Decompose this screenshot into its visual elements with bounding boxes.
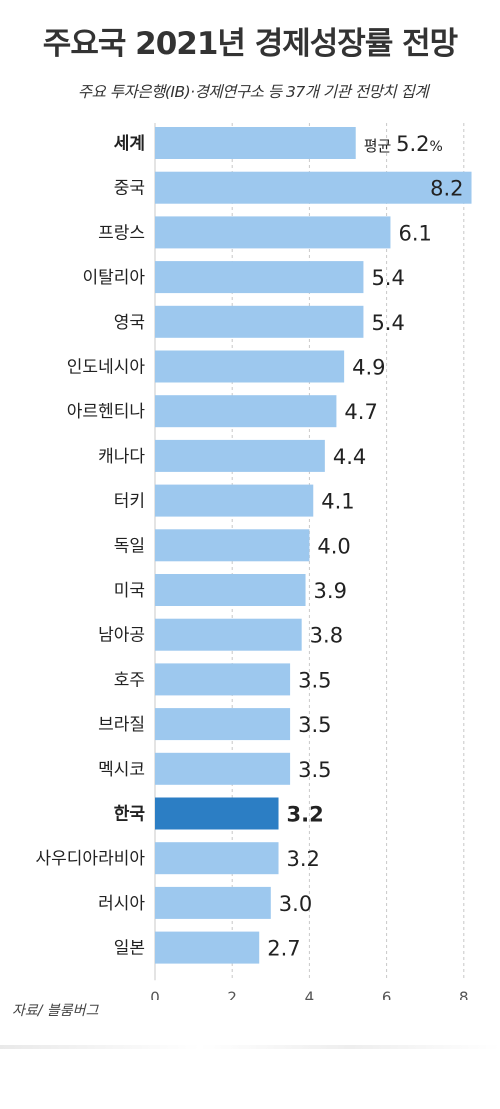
category-label: 영국 (114, 313, 145, 333)
bar (155, 305, 364, 338)
bar (155, 395, 337, 428)
value-label: 3.2 (287, 803, 324, 827)
category-label: 브라질 (98, 715, 145, 735)
bar (155, 127, 356, 159)
value-label: 3.9 (314, 579, 347, 603)
category-label: 한국 (114, 805, 146, 825)
x-tick-label: 4 (305, 988, 315, 1000)
value-label: 3.0 (279, 892, 312, 916)
scan-artifact (0, 1045, 500, 1049)
x-tick-label: 8 (459, 988, 469, 1000)
bar (155, 842, 279, 875)
category-label: 세계 (114, 134, 145, 154)
value-label: 2.7 (267, 937, 300, 961)
bar (155, 350, 345, 383)
x-tick-label: 6 (382, 988, 392, 1000)
category-label: 멕시코 (98, 760, 145, 780)
value-label: 3.5 (298, 713, 331, 737)
category-label: 터키 (114, 492, 145, 512)
value-label: 5.4 (371, 266, 404, 290)
bar (155, 886, 271, 919)
bar (155, 439, 325, 472)
bar (155, 797, 279, 830)
source-note: 자료/ 블룸버그 (12, 1003, 99, 1019)
bar (155, 574, 306, 606)
category-label: 캐나다 (98, 447, 145, 467)
category-label: 러시아 (98, 894, 145, 914)
category-label: 독일 (114, 536, 145, 556)
bar (155, 261, 364, 294)
chart-title: 주요국 2021년 경제성장률 전망 (42, 26, 458, 62)
bar (155, 171, 472, 204)
value-label: 3.5 (298, 668, 331, 692)
bar (155, 216, 391, 249)
category-label: 미국 (114, 581, 145, 601)
bar (155, 708, 291, 741)
x-tick-label: 0 (150, 988, 160, 1000)
x-tick-label: 2 (227, 988, 237, 1000)
bar (155, 931, 260, 964)
value-label: 6.1 (398, 221, 431, 245)
value-label: 3.8 (310, 624, 343, 648)
value-label: 3.5 (298, 758, 331, 782)
value-label: 4.7 (344, 400, 377, 424)
bar (155, 484, 314, 517)
category-label: 호주 (114, 670, 145, 690)
category-label: 중국 (114, 179, 145, 199)
value-label: 5.4 (371, 311, 404, 335)
chart-subtitle: 주요 투자은행(IB)·경제연구소 등 37개 기관 전망치 집계 (77, 83, 429, 101)
value-label: 평균 5.2% (364, 132, 443, 156)
category-label: 이탈리아 (82, 268, 145, 288)
value-label: 4.1 (321, 490, 354, 514)
bar-chart: 세계 평균 5.2% 중국 8.2 프랑스 6.1 이탈리아 5.4 영국 5.4 인도네시아 4.9… (36, 123, 472, 1000)
value-label: 8.2 (430, 177, 463, 201)
bar (155, 618, 302, 651)
category-label: 아르헨티나 (67, 402, 146, 422)
category-label: 프랑스 (98, 223, 145, 243)
category-label: 일본 (114, 939, 145, 959)
category-label: 남아공 (98, 626, 145, 646)
value-label: 4.0 (317, 534, 350, 558)
bar (155, 663, 291, 696)
value-label: 4.4 (333, 445, 366, 469)
category-label: 인도네시아 (67, 358, 146, 378)
bar (155, 529, 310, 562)
category-label: 사우디아라비아 (36, 849, 146, 869)
value-label: 4.9 (352, 356, 385, 380)
value-label: 3.2 (287, 847, 320, 871)
bar (155, 752, 291, 785)
